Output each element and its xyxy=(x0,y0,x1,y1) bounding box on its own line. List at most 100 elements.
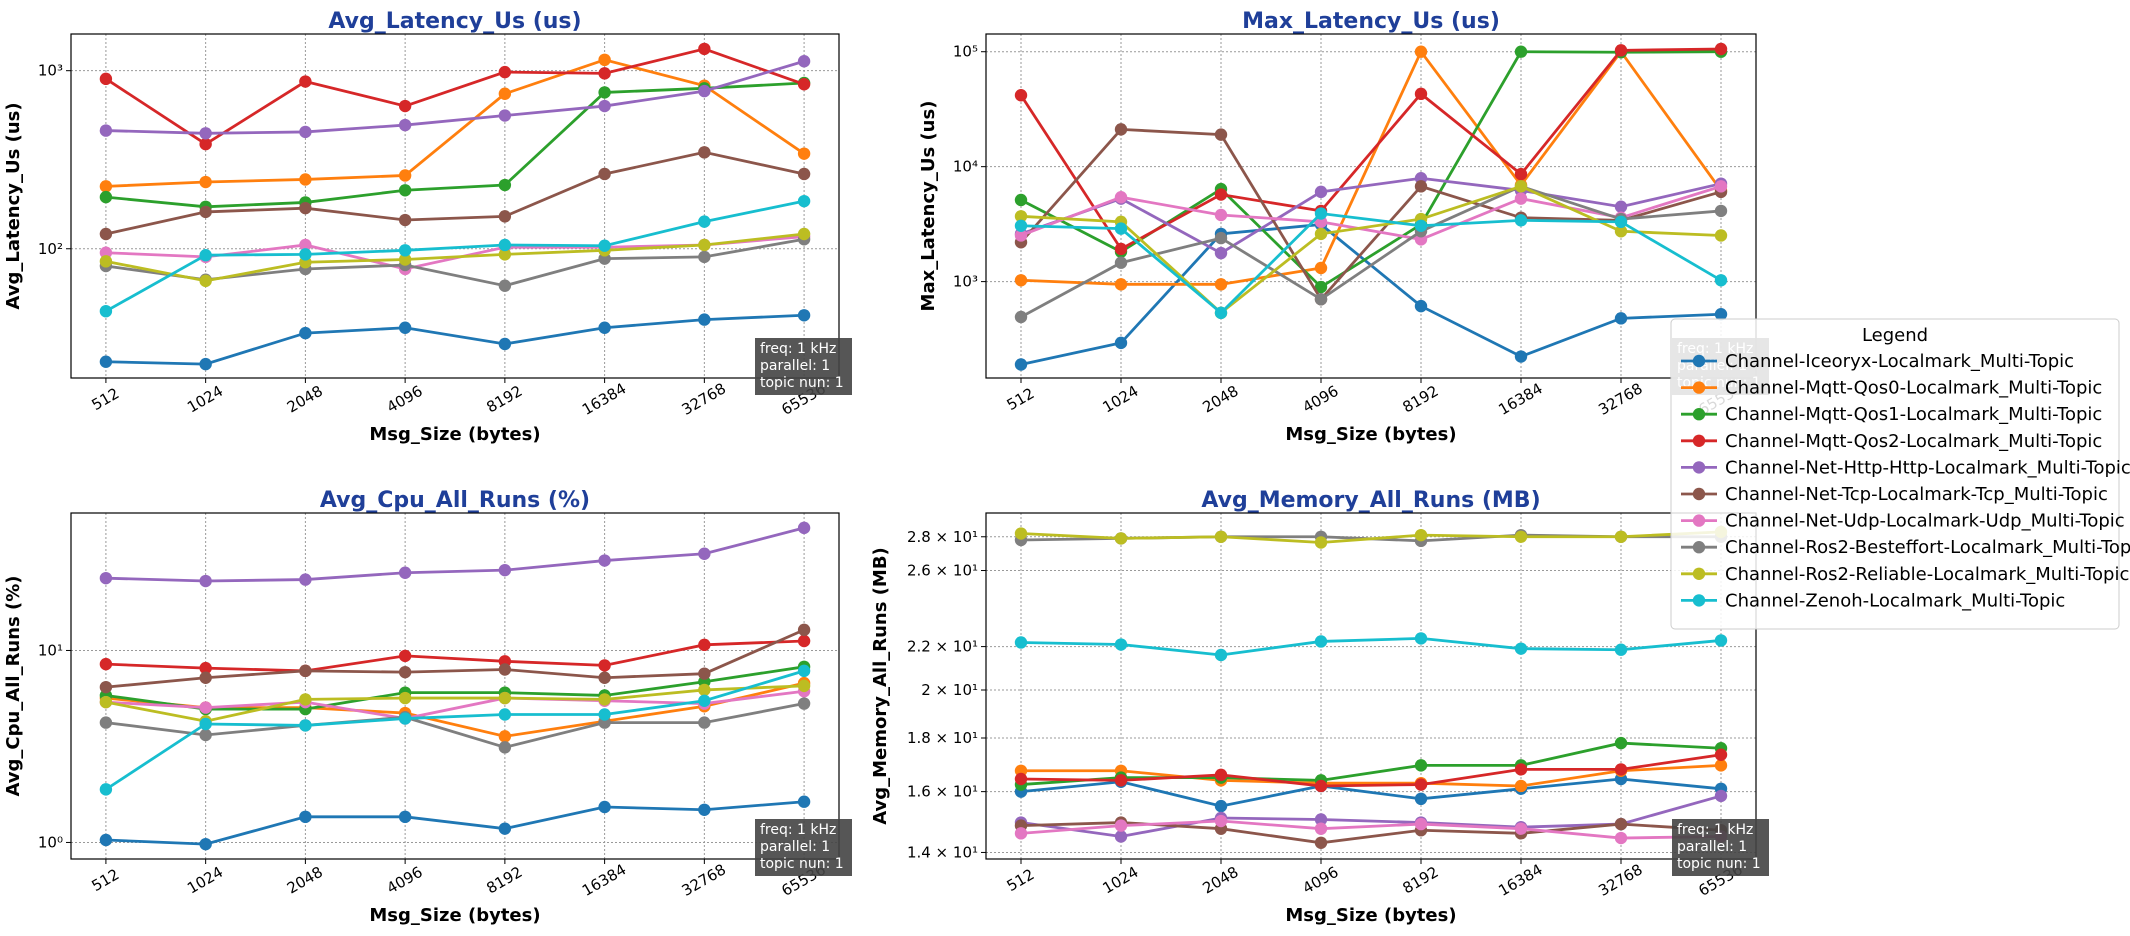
data-point xyxy=(698,42,711,56)
data-point xyxy=(1614,817,1628,831)
data-point xyxy=(1114,336,1128,350)
series-line xyxy=(105,669,805,791)
data-point xyxy=(199,175,212,189)
legend-label: Channel-Ros2-Reliable-Localmark_Multi-To… xyxy=(1725,564,2129,585)
data-point xyxy=(498,708,512,721)
data-point xyxy=(199,137,212,151)
data-point xyxy=(1314,813,1328,826)
data-point xyxy=(299,173,312,186)
data-point xyxy=(698,313,711,326)
series-line xyxy=(1020,819,1722,840)
data-point xyxy=(1414,45,1428,58)
data-point xyxy=(99,246,113,259)
data-point xyxy=(1014,89,1028,102)
data-point xyxy=(1214,278,1228,291)
x-tick-label: 8192 xyxy=(1399,863,1441,898)
legend-label: Channel-Ros2-Besteffort-Localmark_Multi-… xyxy=(1725,537,2130,558)
data-point xyxy=(797,309,811,322)
series-line xyxy=(105,702,805,749)
data-point xyxy=(1014,229,1028,242)
data-point xyxy=(1214,246,1228,260)
x-tick-label: 2048 xyxy=(284,863,326,898)
data-point xyxy=(199,728,212,742)
data-point xyxy=(199,205,212,219)
data-point xyxy=(1414,528,1428,542)
data-point xyxy=(698,803,711,816)
data-point xyxy=(1014,210,1028,223)
data-point xyxy=(1414,632,1428,645)
data-point xyxy=(498,741,512,754)
plot-frame xyxy=(985,512,1757,860)
data-point xyxy=(797,227,811,241)
series-line xyxy=(105,526,805,583)
data-point xyxy=(1114,638,1128,651)
data-point xyxy=(1514,350,1528,363)
data-point xyxy=(398,810,412,824)
data-point xyxy=(1314,280,1328,294)
data-point xyxy=(1614,643,1628,656)
data-point xyxy=(797,78,811,91)
data-point xyxy=(1714,634,1728,647)
data-point xyxy=(99,716,113,729)
data-point xyxy=(99,695,113,709)
data-point xyxy=(1114,222,1128,235)
series-line xyxy=(105,199,805,313)
series-line xyxy=(1021,763,1722,788)
data-point xyxy=(598,99,611,113)
data-point xyxy=(199,837,212,851)
data-point xyxy=(299,238,312,252)
x-tick-label: 512 xyxy=(89,865,123,895)
data-point xyxy=(598,671,611,684)
data-point xyxy=(1014,193,1028,207)
y-tick-label: 10⁴ xyxy=(953,158,978,176)
data-point xyxy=(1614,44,1628,57)
data-point xyxy=(1214,814,1228,828)
data-point xyxy=(398,253,412,266)
data-point xyxy=(1714,274,1728,287)
data-point xyxy=(797,623,811,637)
data-point xyxy=(698,638,711,652)
data-point xyxy=(1414,817,1428,831)
data-point xyxy=(299,201,312,215)
data-point xyxy=(1714,308,1728,321)
x-axis-label: Msg_Size (bytes) xyxy=(1285,424,1456,445)
data-point xyxy=(99,571,113,585)
data-point xyxy=(398,321,412,334)
data-point xyxy=(498,248,512,261)
data-point xyxy=(199,701,212,714)
data-point xyxy=(698,716,711,729)
data-point xyxy=(299,326,312,340)
data-point xyxy=(498,822,512,835)
data-point xyxy=(1414,180,1428,193)
data-point xyxy=(1614,215,1628,229)
data-point xyxy=(598,321,611,334)
data-point xyxy=(99,355,113,368)
data-point xyxy=(498,87,512,100)
data-point xyxy=(1414,792,1428,806)
x-axis-label: Msg_Size (bytes) xyxy=(1285,905,1456,926)
data-point xyxy=(598,67,611,80)
data-point xyxy=(1514,45,1528,58)
data-point xyxy=(498,337,512,351)
y-tick-label: 10² xyxy=(38,240,63,258)
y-tick-label: 2.2 × 10¹ xyxy=(907,638,978,656)
data-point xyxy=(398,665,412,679)
data-point xyxy=(1114,830,1128,843)
data-point xyxy=(1314,261,1328,275)
y-tick-label: 10¹ xyxy=(38,641,63,659)
data-point xyxy=(1214,231,1228,245)
data-point xyxy=(99,657,113,671)
data-point xyxy=(1414,219,1428,232)
data-point xyxy=(1214,648,1228,662)
data-point xyxy=(498,663,512,676)
data-point xyxy=(1514,763,1528,776)
data-point xyxy=(1014,827,1028,840)
data-point xyxy=(199,574,212,588)
data-point xyxy=(398,244,412,257)
data-point xyxy=(797,697,811,710)
x-axis-label: Msg_Size (bytes) xyxy=(369,905,540,926)
data-point xyxy=(1114,123,1128,136)
